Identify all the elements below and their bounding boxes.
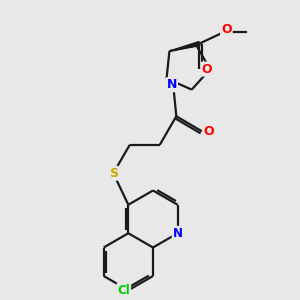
Text: O: O bbox=[203, 125, 214, 138]
Text: S: S bbox=[109, 167, 118, 180]
Polygon shape bbox=[169, 42, 200, 51]
Text: O: O bbox=[221, 23, 232, 36]
Text: O: O bbox=[202, 63, 212, 76]
Text: N: N bbox=[167, 78, 177, 91]
Text: N: N bbox=[173, 227, 183, 240]
Text: Cl: Cl bbox=[117, 284, 130, 297]
